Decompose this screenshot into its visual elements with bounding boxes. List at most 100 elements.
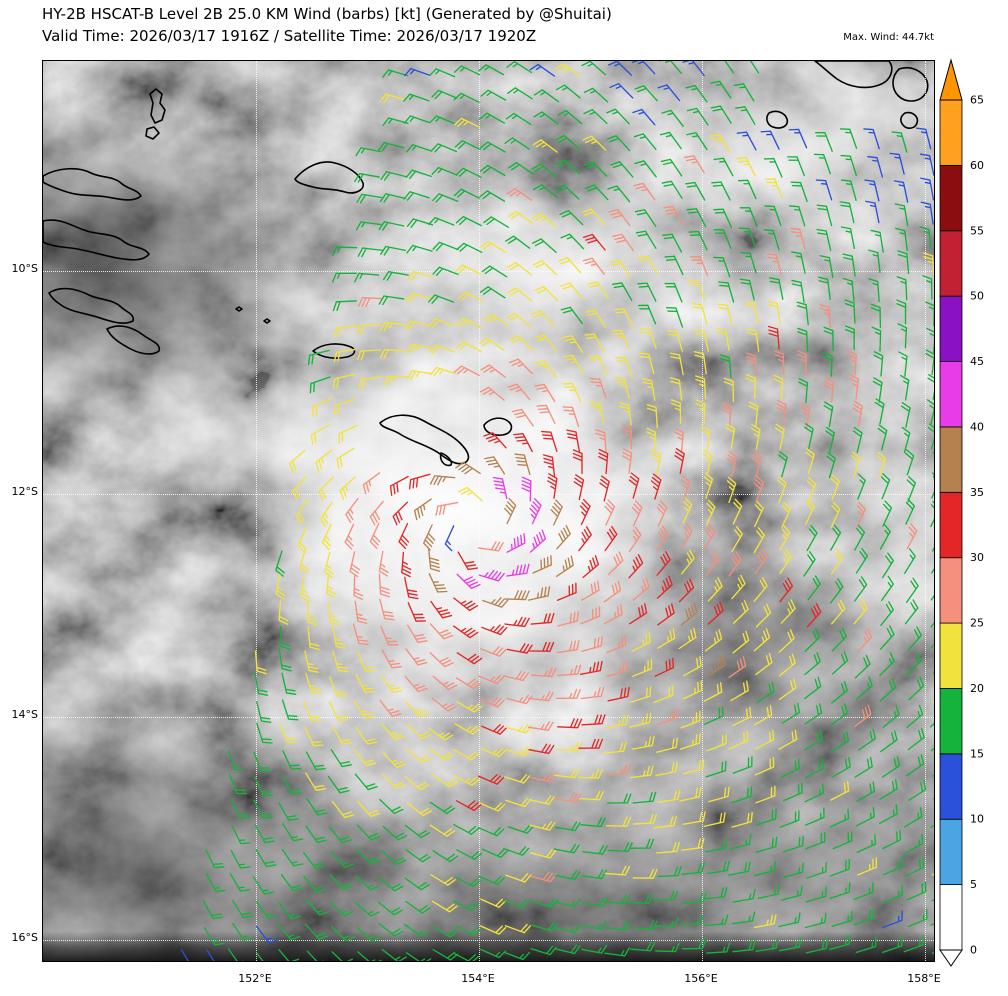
wind-barb bbox=[555, 63, 581, 78]
wind-barb bbox=[726, 476, 737, 504]
wind-barb bbox=[503, 846, 530, 856]
wind-barb bbox=[897, 323, 908, 349]
wind-barb bbox=[305, 751, 326, 771]
wind-barb bbox=[830, 501, 841, 528]
wind-barb bbox=[607, 61, 633, 76]
wind-barb bbox=[508, 161, 534, 175]
wind-barb bbox=[736, 131, 757, 151]
wind-barb bbox=[703, 812, 726, 828]
wind-barb bbox=[431, 697, 457, 712]
wind-barb bbox=[653, 816, 677, 829]
wind-barb bbox=[774, 350, 785, 375]
wind-barb bbox=[530, 871, 557, 883]
wind-barb bbox=[430, 143, 458, 153]
wind-barb bbox=[868, 278, 880, 303]
wind-barb bbox=[614, 377, 630, 400]
wind-barb bbox=[479, 386, 505, 401]
wind-barb bbox=[773, 374, 784, 400]
wind-barb bbox=[406, 724, 432, 740]
wind-barb bbox=[403, 191, 430, 201]
colorbar-segment bbox=[939, 164, 963, 232]
wind-barb bbox=[478, 337, 505, 351]
wind-barb bbox=[805, 831, 826, 850]
wind-barb bbox=[628, 526, 642, 553]
wind-barb bbox=[455, 167, 482, 178]
gridline-parallel bbox=[43, 940, 934, 941]
wind-barb bbox=[674, 427, 684, 454]
wind-barb bbox=[681, 939, 707, 950]
wind-barb bbox=[456, 573, 481, 590]
wind-barb bbox=[632, 658, 653, 677]
wind-barb bbox=[664, 282, 683, 303]
wind-barb bbox=[332, 272, 357, 283]
wind-barb bbox=[664, 255, 684, 276]
wind-barb bbox=[681, 549, 695, 575]
wind-barb bbox=[906, 577, 919, 603]
wind-barb bbox=[853, 882, 874, 900]
wind-barb bbox=[307, 601, 318, 626]
wind-barb bbox=[920, 201, 934, 225]
wind-barb bbox=[882, 829, 902, 850]
wind-barb bbox=[578, 526, 592, 552]
wind-barb bbox=[882, 910, 903, 929]
wind-barb bbox=[726, 450, 738, 477]
wind-barb bbox=[782, 862, 804, 879]
wind-barb bbox=[506, 61, 533, 74]
wind-barb bbox=[356, 951, 382, 961]
wind-barb bbox=[455, 341, 482, 352]
wind-barb bbox=[680, 523, 693, 549]
wind-barb bbox=[381, 649, 402, 669]
wind-barb bbox=[579, 498, 591, 526]
wind-barb bbox=[767, 325, 780, 350]
wind-barb bbox=[580, 817, 606, 828]
wind-barb bbox=[681, 837, 705, 851]
wind-barb bbox=[735, 106, 756, 125]
wind-barb bbox=[583, 109, 608, 125]
wind-barb bbox=[606, 660, 628, 677]
wind-barb bbox=[508, 335, 534, 351]
wind-barb bbox=[380, 245, 407, 256]
wind-barb bbox=[753, 475, 765, 502]
wind-barb bbox=[904, 599, 919, 625]
coastline bbox=[483, 417, 513, 436]
wind-barb bbox=[846, 350, 857, 376]
wind-barb bbox=[840, 226, 855, 250]
wind-barb bbox=[580, 686, 605, 700]
wind-barb bbox=[413, 498, 432, 521]
colorbar-tick-label: 25 bbox=[970, 617, 984, 630]
wind-barb bbox=[756, 681, 775, 703]
wind-barb bbox=[331, 926, 356, 942]
wind-barb bbox=[896, 299, 907, 325]
wind-barb bbox=[755, 729, 775, 750]
wind-barb bbox=[405, 701, 430, 718]
wind-barb bbox=[830, 578, 844, 604]
wind-barb bbox=[670, 399, 682, 424]
wind-barb bbox=[854, 576, 868, 602]
wind-barb bbox=[532, 898, 559, 908]
wind-barb bbox=[349, 551, 361, 578]
wind-barb bbox=[708, 786, 730, 803]
wind-barb bbox=[511, 408, 534, 427]
wind-barb bbox=[783, 835, 804, 853]
wind-barb bbox=[404, 824, 430, 839]
wind-barb bbox=[453, 952, 480, 961]
wind-barb bbox=[282, 823, 304, 842]
wind-barb bbox=[480, 364, 506, 378]
wind-barb bbox=[559, 209, 584, 226]
wind-barb bbox=[318, 476, 334, 501]
wind-barb bbox=[505, 873, 532, 883]
wind-barb bbox=[556, 582, 577, 601]
wind-barb bbox=[857, 627, 873, 653]
wind-barb bbox=[653, 917, 679, 928]
wind-barb bbox=[879, 652, 895, 677]
wind-barb bbox=[830, 731, 850, 753]
coastline bbox=[766, 110, 789, 129]
wind-barb bbox=[931, 525, 934, 552]
wind-barb bbox=[930, 575, 934, 601]
wind-barb bbox=[560, 233, 585, 250]
wind-barb bbox=[879, 523, 891, 550]
coastlines-layer bbox=[43, 61, 929, 467]
wind-barb bbox=[480, 89, 507, 101]
wind-barb bbox=[682, 892, 707, 904]
wind-barb bbox=[599, 475, 610, 502]
